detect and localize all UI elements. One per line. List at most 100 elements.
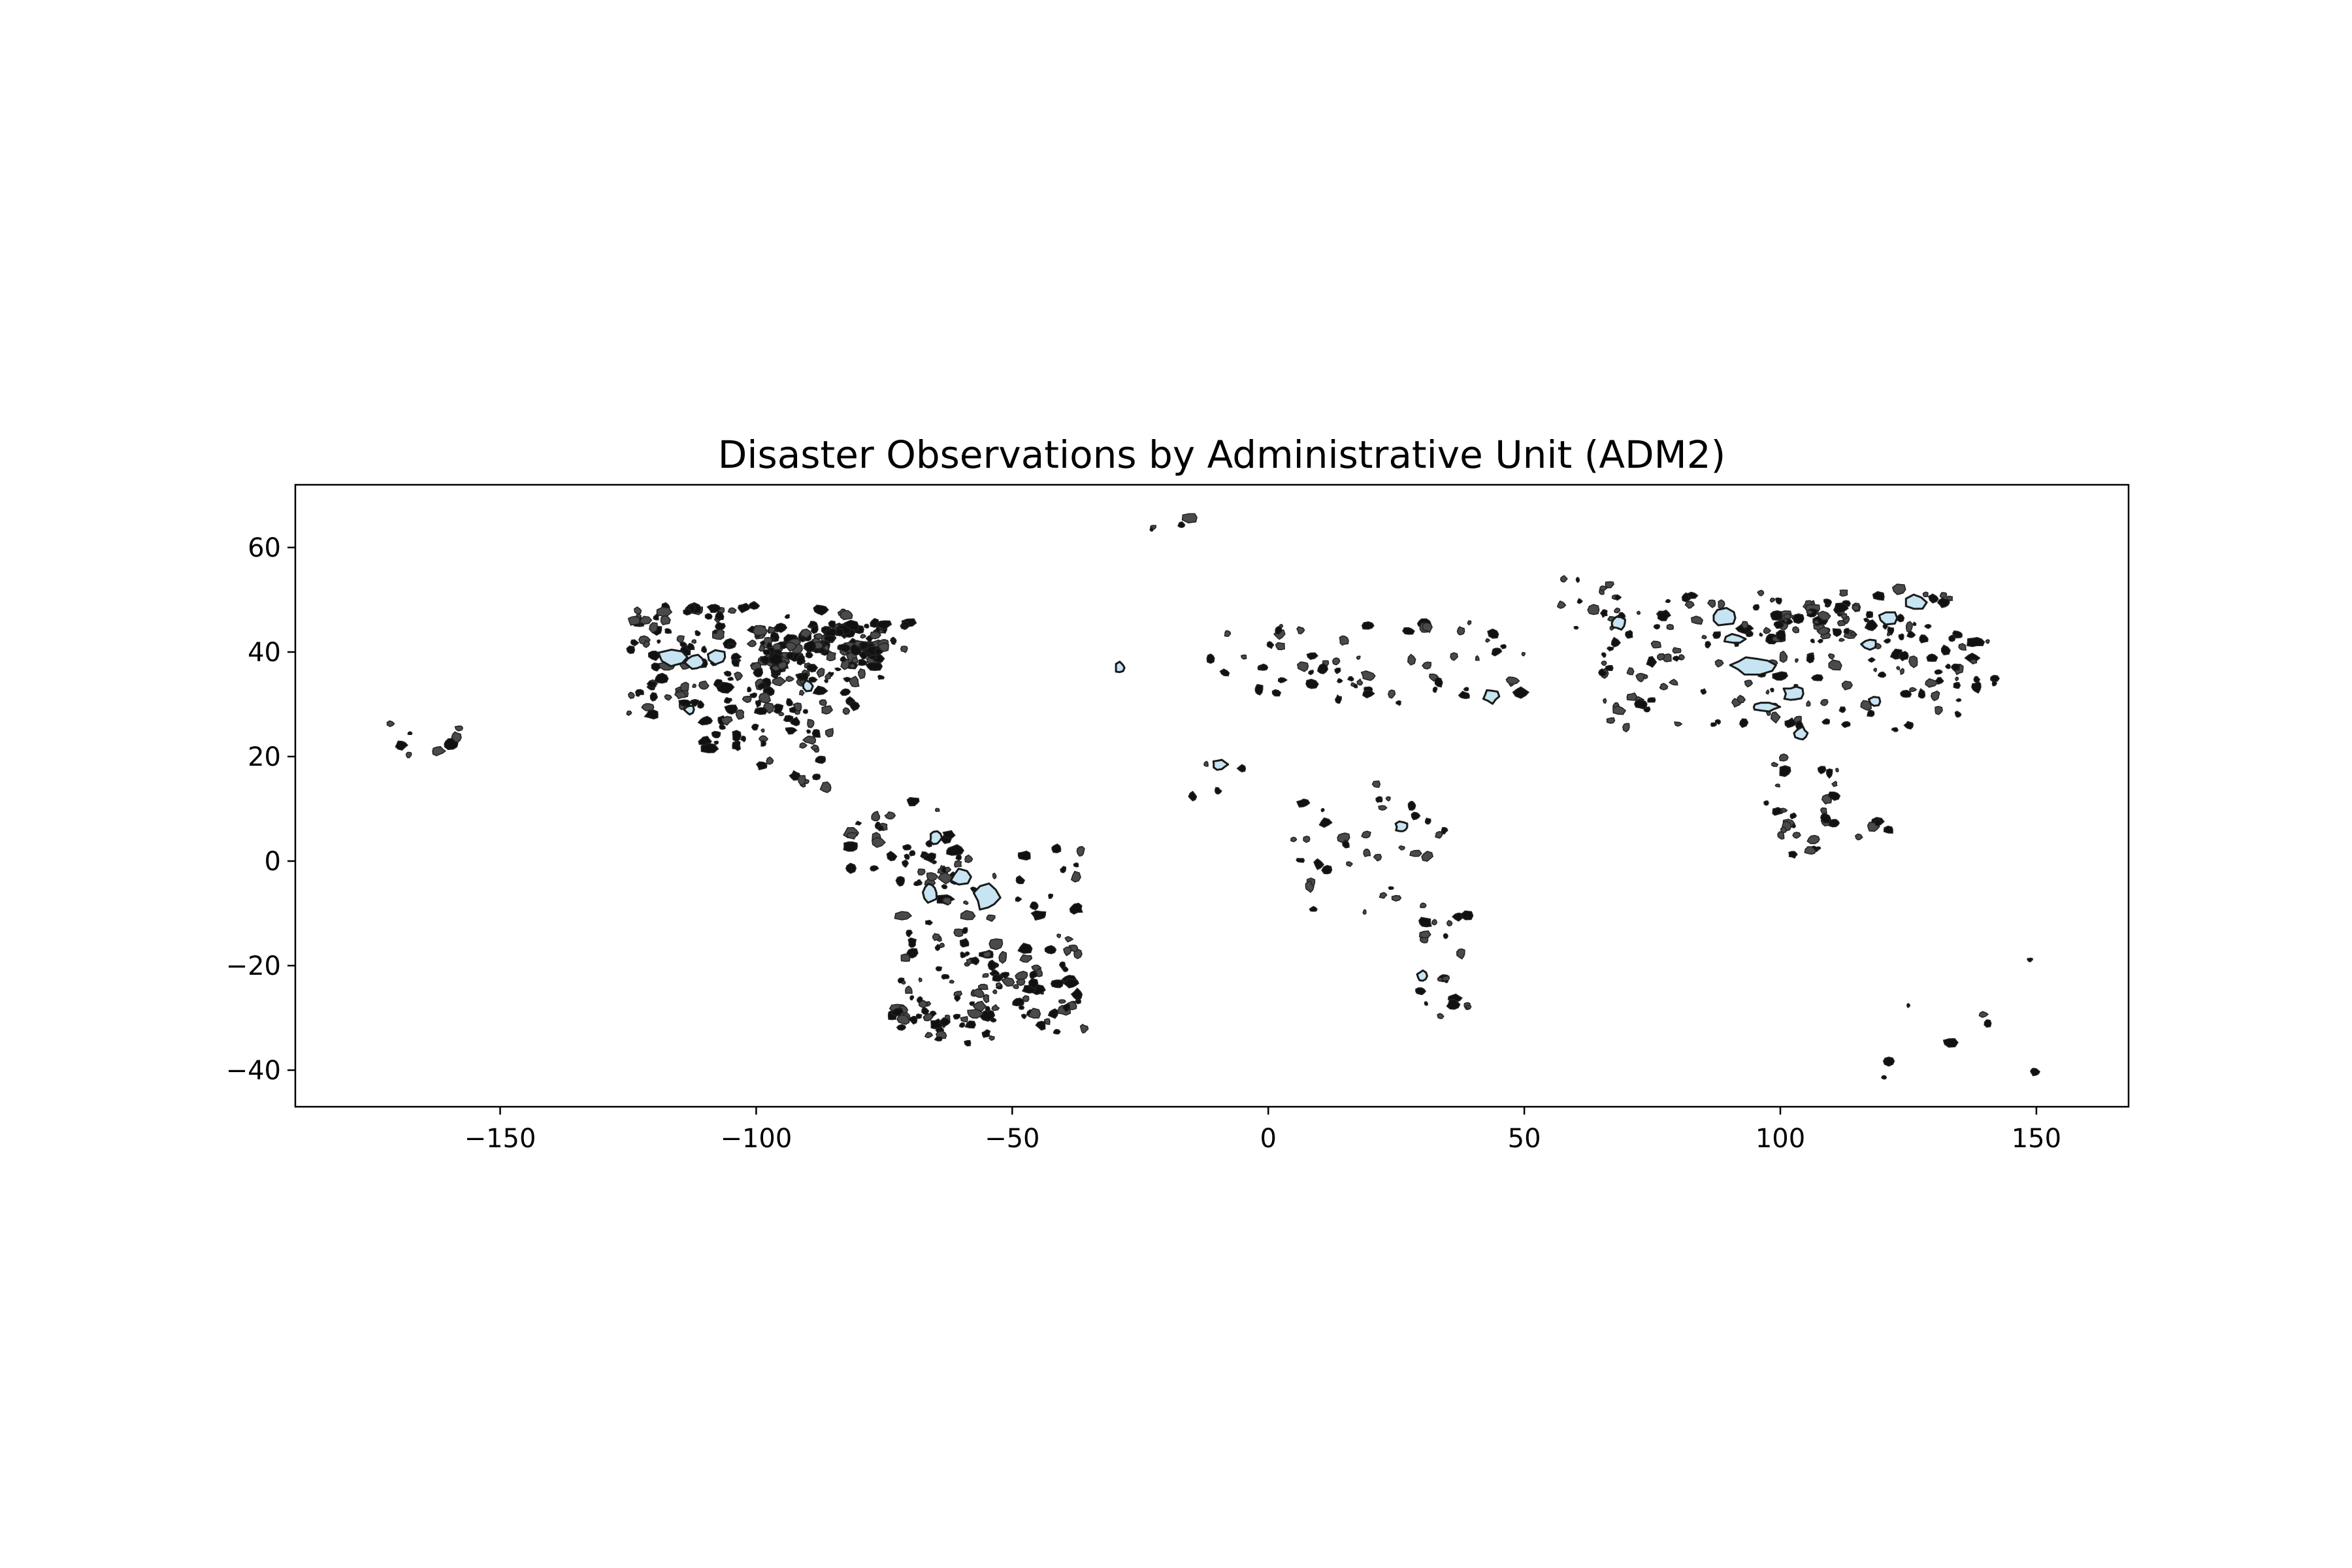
admin-region-small: [1647, 697, 1656, 703]
admin-region-small: [843, 841, 858, 852]
admin-region-small: [1806, 653, 1815, 664]
admin-region-small: [1816, 627, 1830, 636]
admin-region-small: [1271, 689, 1282, 697]
admin-region-small: [1070, 870, 1081, 883]
admin-region-small: [1601, 661, 1607, 666]
y-tick-label: 40: [248, 638, 281, 668]
admin-region-small: [1422, 661, 1431, 670]
admin-region-small: [1763, 800, 1769, 806]
admin-region-small: [704, 613, 713, 620]
admin-region-small: [986, 914, 996, 923]
admin-region-small: [715, 612, 725, 621]
admin-region-small: [1867, 657, 1876, 663]
admin-region-small: [1816, 610, 1831, 621]
admin-region-small: [630, 639, 640, 647]
admin-region-small: [760, 640, 766, 646]
admin-region-small: [1908, 687, 1918, 693]
admin-region-small: [1883, 638, 1891, 644]
admin-region-small: [865, 662, 883, 672]
admin-region-small: [1636, 610, 1641, 615]
admin-region-small: [918, 1000, 928, 1009]
admin-region-small: [939, 864, 944, 870]
admin-region-small: [1177, 521, 1186, 529]
admin-region-small: [1820, 807, 1827, 814]
admin-region-small: [1944, 663, 1952, 670]
x-tick-label: 100: [1756, 1124, 1805, 1154]
admin-region-small: [1446, 920, 1453, 927]
admin-region-small: [913, 881, 921, 887]
admin-region-small: [1712, 631, 1722, 639]
admin-region-small: [834, 667, 842, 672]
admin-region-small: [1431, 919, 1438, 926]
admin-region-small: [1954, 710, 1962, 718]
admin-region-small: [1906, 631, 1916, 638]
admin-region-small: [1437, 1013, 1445, 1019]
admin-region-small: [991, 1004, 1000, 1011]
admin-region-small: [941, 896, 952, 906]
admin-region-small: [924, 919, 934, 926]
admin-region-small: [1991, 679, 1998, 687]
admin-region-small: [1418, 917, 1432, 928]
admin-region-small: [941, 883, 948, 890]
admin-region-small: [1741, 621, 1749, 629]
admin-region-small: [906, 929, 913, 938]
admin-region-small: [1928, 593, 1939, 604]
admin-region-small: [1411, 811, 1421, 821]
admin-region-small: [1864, 619, 1878, 631]
admin-region-small: [1215, 787, 1222, 795]
admin-region: [1712, 607, 1737, 627]
admin-region: [683, 704, 695, 716]
admin-region-small: [1827, 791, 1841, 801]
admin-region-small: [1303, 836, 1311, 843]
admin-region-small: [1306, 652, 1318, 661]
admin-region-small: [1810, 638, 1815, 644]
admin-region-small: [732, 740, 742, 751]
admin-region-small: [1058, 999, 1066, 1004]
admin-region-small: [730, 653, 742, 661]
admin-region-small: [896, 1024, 907, 1031]
admin-region-small: [1599, 585, 1608, 591]
admin-region-small: [1001, 977, 1015, 987]
admin-region: [1793, 725, 1809, 741]
admin-region-small: [1308, 670, 1315, 676]
admin-region-small: [969, 1001, 975, 1006]
admin-region-small: [1047, 1008, 1059, 1019]
admin-region-small: [875, 620, 892, 630]
admin-region-small: [766, 756, 774, 765]
admin-region-small: [1337, 678, 1343, 683]
admin-region-small: [987, 959, 998, 972]
admin-region-small: [1791, 823, 1797, 828]
admin-region-small: [877, 825, 884, 832]
admin-region-small: [1828, 819, 1840, 828]
admin-region-small: [654, 672, 669, 684]
admin-region-small: [806, 729, 811, 734]
admin-region-small: [784, 614, 791, 619]
admin-region-small: [983, 994, 990, 1004]
admin-region-small: [855, 821, 862, 826]
admin-region-small: [1838, 589, 1848, 597]
admin-region-small: [963, 900, 969, 906]
admin-region-small: [1838, 638, 1846, 642]
admin-region-small: [1666, 623, 1674, 630]
admin-region-small: [1079, 1023, 1089, 1034]
admin-region-small: [1896, 666, 1901, 670]
admin-region-small: [1841, 680, 1854, 691]
admin-region-small: [1806, 610, 1814, 615]
admin-region-small: [965, 951, 970, 956]
admin-region-small: [902, 859, 909, 868]
admin-region-small: [1062, 1002, 1071, 1012]
admin-region-small: [746, 639, 757, 647]
admin-region-small: [1806, 834, 1820, 845]
admin-region-small: [1978, 1011, 1989, 1019]
admin-region-small: [649, 692, 659, 702]
admin-region-small: [1188, 791, 1198, 802]
admin-region-small: [1873, 667, 1877, 673]
admin-region-small: [1934, 669, 1943, 675]
admin-region-small: [751, 723, 759, 731]
admin-region-small: [1872, 591, 1885, 601]
admin-region-small: [657, 639, 661, 644]
admin-region-small: [937, 872, 955, 885]
admin-region-small: [1346, 861, 1354, 868]
admin-region-small: [857, 668, 866, 679]
admin-region-small: [727, 676, 734, 681]
